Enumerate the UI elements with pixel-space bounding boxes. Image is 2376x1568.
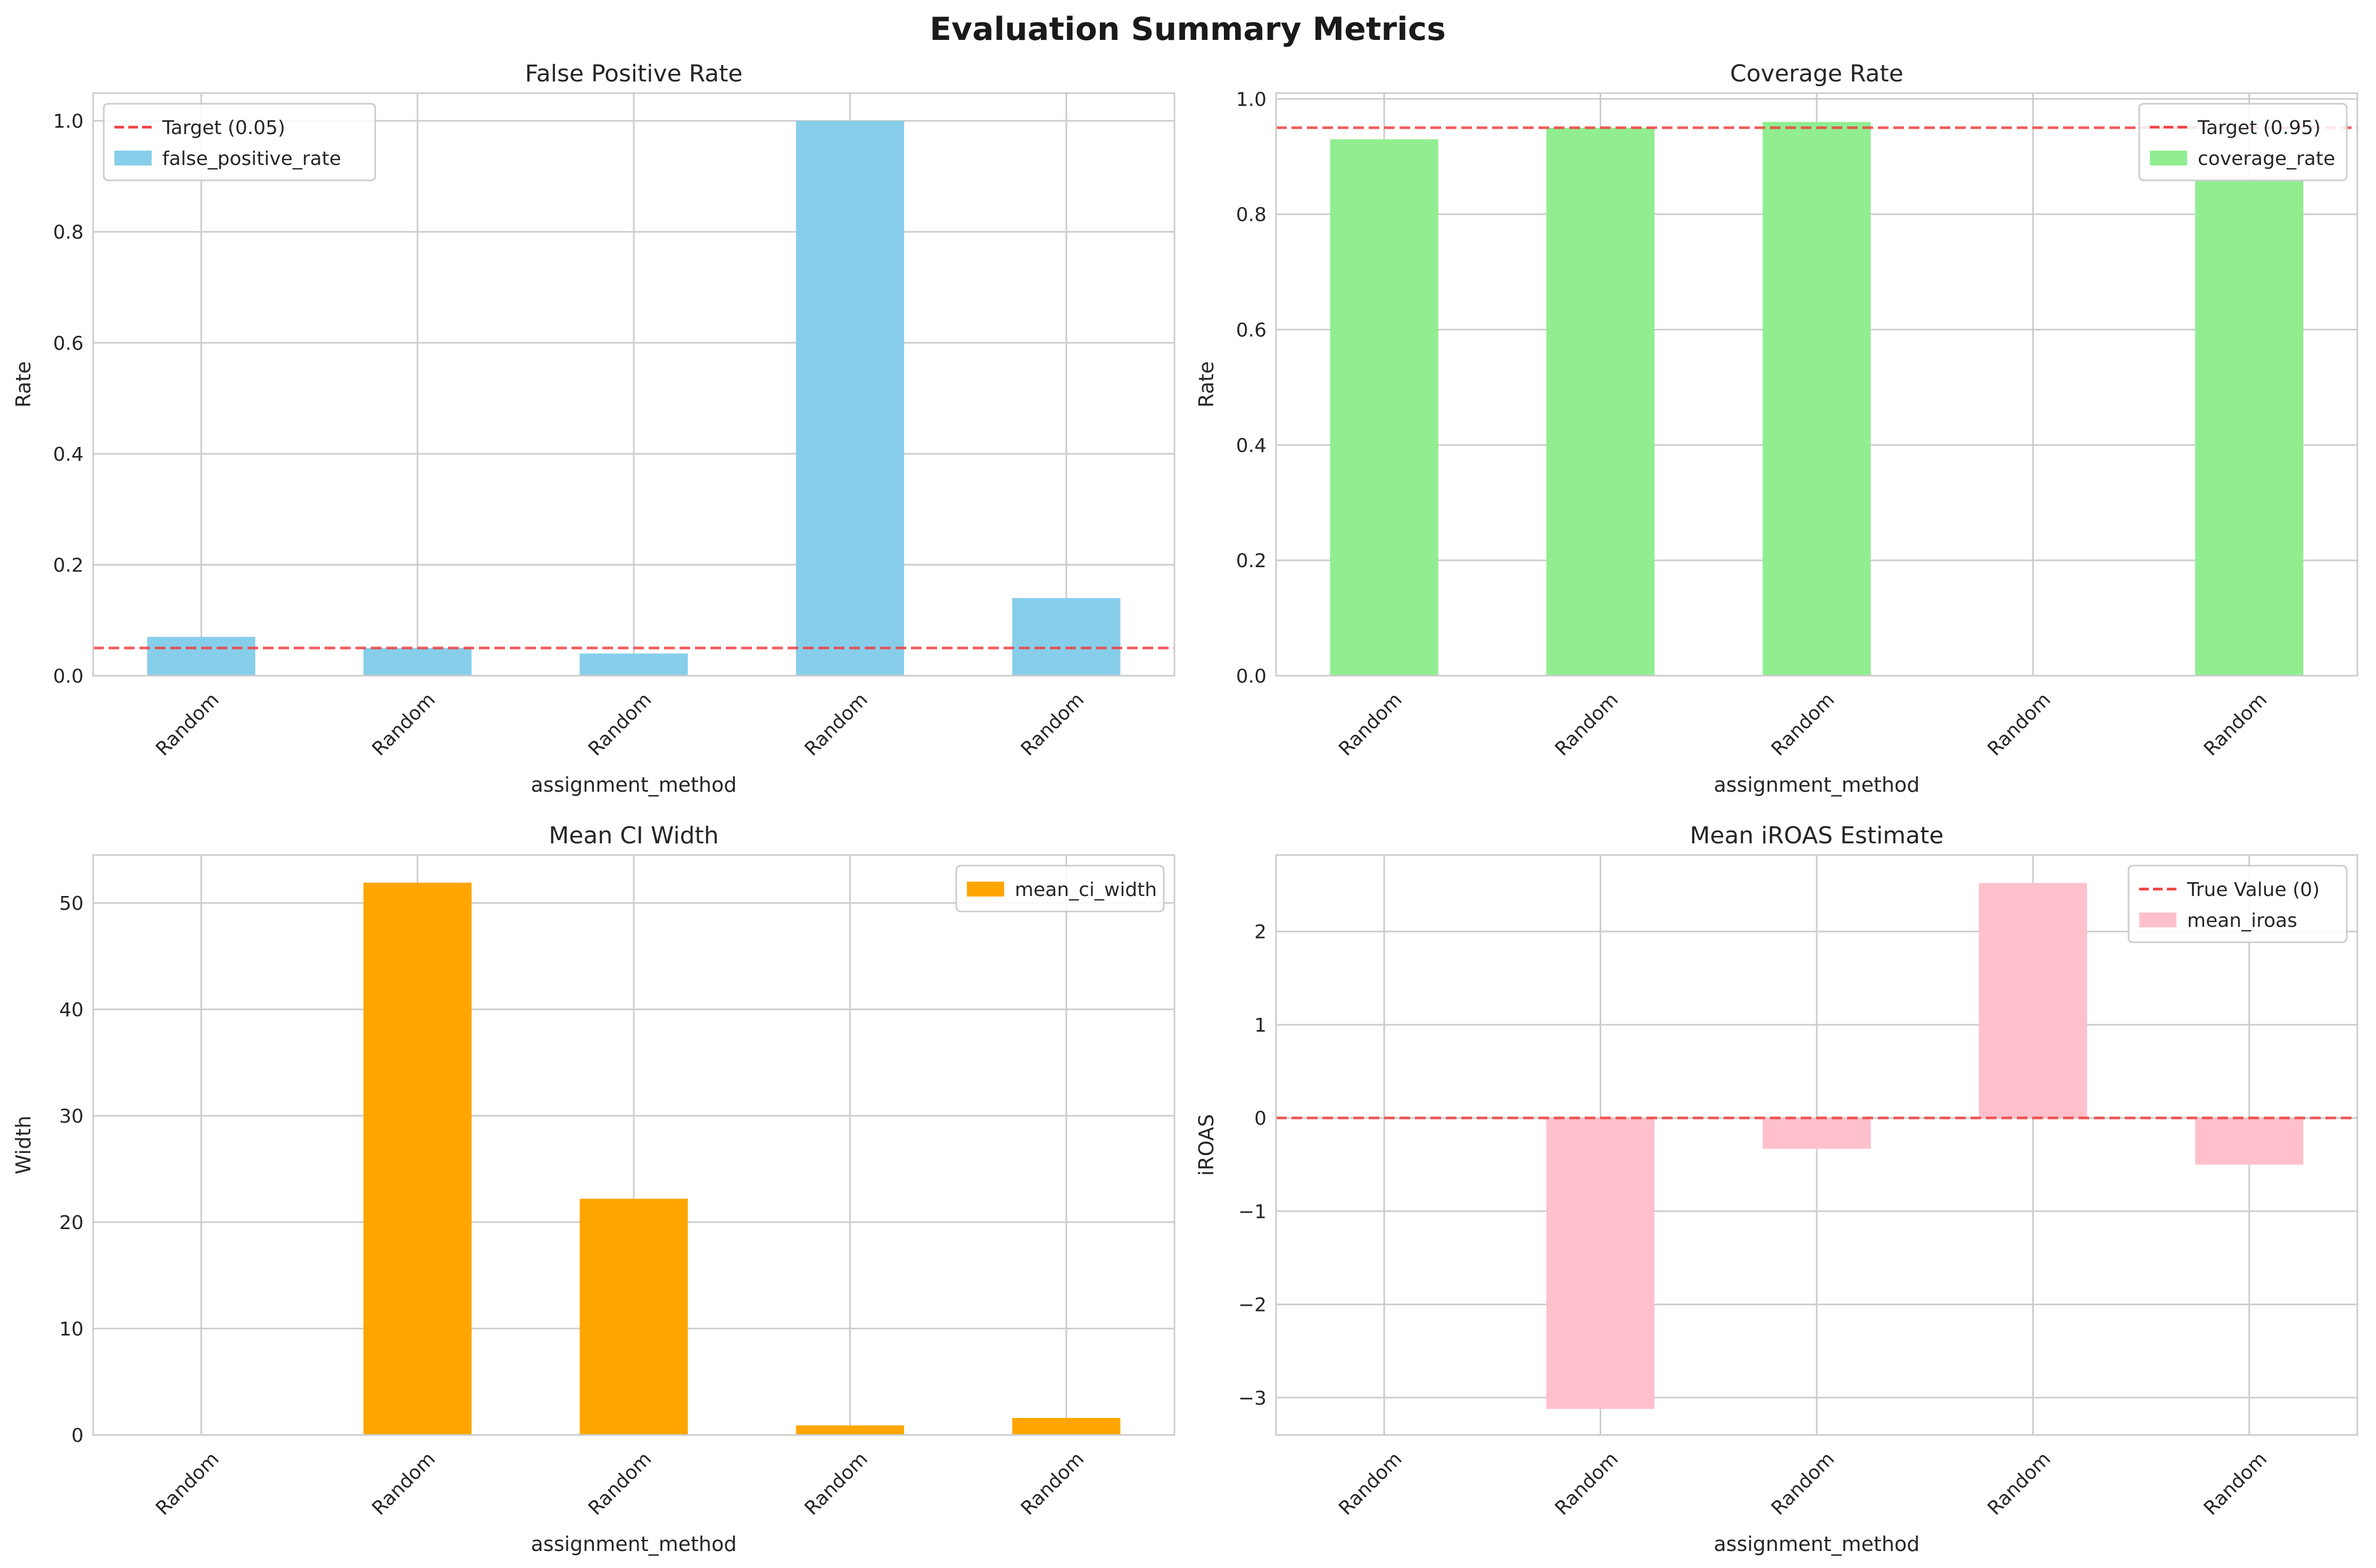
bar bbox=[579, 653, 688, 676]
y-tick-label: 0.4 bbox=[53, 444, 84, 466]
legend-frame bbox=[955, 865, 1165, 912]
bar bbox=[2195, 1118, 2304, 1165]
legend-label: mean_ci_width bbox=[1015, 879, 1157, 901]
legend-label: Target (0.95) bbox=[2197, 117, 2321, 139]
y-axis-label: Rate bbox=[12, 361, 35, 408]
bar bbox=[579, 1199, 688, 1435]
bar bbox=[1330, 139, 1438, 676]
legend-label: mean_iroas bbox=[2187, 910, 2297, 932]
y-tick-label: 30 bbox=[59, 1106, 84, 1127]
y-tick-label: 20 bbox=[59, 1212, 84, 1234]
legend-patch-swatch bbox=[2139, 912, 2176, 927]
bar bbox=[147, 637, 255, 676]
bar bbox=[2195, 179, 2304, 676]
y-tick-label: 0.2 bbox=[1236, 550, 1266, 572]
y-axis-label: iROAS bbox=[1195, 1114, 1218, 1176]
legend-label: coverage_rate bbox=[2198, 148, 2335, 170]
legend: True Value (0) mean_iroas bbox=[2127, 865, 2348, 943]
bar bbox=[1012, 598, 1121, 676]
legend-frame bbox=[2127, 865, 2348, 943]
plot-frame bbox=[1275, 854, 2358, 1436]
y-axis-label: Width bbox=[12, 1116, 35, 1174]
y-tick-label: 1.0 bbox=[53, 111, 84, 132]
x-axis-label: assignment_method bbox=[531, 773, 737, 797]
y-axis-label: Rate bbox=[1195, 361, 1218, 408]
bar bbox=[1546, 128, 1655, 676]
bar bbox=[1978, 883, 2087, 1118]
legend-frame bbox=[2138, 103, 2348, 181]
legend: Target (0.05) false_positive_rate bbox=[103, 103, 376, 181]
x-axis-label: assignment_method bbox=[531, 1532, 737, 1556]
legend: Target (0.95) coverage_rate bbox=[2138, 103, 2348, 181]
x-axis-label: assignment_method bbox=[1714, 1532, 1920, 1556]
bar bbox=[796, 1425, 904, 1435]
bar bbox=[796, 121, 904, 676]
y-tick-label: 0.0 bbox=[53, 666, 84, 687]
y-tick-label: 0.6 bbox=[1236, 320, 1266, 342]
legend: mean_ci_width bbox=[955, 865, 1165, 912]
y-tick-label: 0 bbox=[1254, 1108, 1266, 1130]
chart-title: Mean CI Width bbox=[549, 822, 718, 849]
bar bbox=[363, 648, 472, 676]
bar bbox=[1012, 1418, 1121, 1435]
legend-label: false_positive_rate bbox=[162, 148, 341, 170]
x-axis-label: assignment_method bbox=[1714, 773, 1920, 797]
bar bbox=[1762, 122, 1871, 676]
y-tick-label: −1 bbox=[1238, 1201, 1266, 1223]
plot-frame bbox=[92, 854, 1175, 1436]
bar bbox=[363, 883, 472, 1435]
y-tick-label: 50 bbox=[59, 893, 84, 915]
chart-title: Coverage Rate bbox=[1730, 60, 1903, 87]
legend-patch-swatch bbox=[967, 882, 1004, 897]
legend-frame bbox=[103, 103, 376, 181]
figure-suptitle: Evaluation Summary Metrics bbox=[930, 11, 1446, 48]
y-tick-label: 0.2 bbox=[53, 554, 84, 576]
y-tick-label: 40 bbox=[59, 999, 84, 1021]
legend-patch-swatch bbox=[2150, 151, 2187, 165]
y-tick-label: 0.4 bbox=[1236, 435, 1266, 457]
y-tick-label: 2 bbox=[1254, 922, 1266, 943]
y-tick-label: −3 bbox=[1238, 1388, 1266, 1409]
y-tick-label: 0.0 bbox=[1236, 666, 1266, 687]
y-tick-label: 0.8 bbox=[1236, 204, 1266, 226]
plot-frame bbox=[1275, 92, 2358, 677]
y-tick-label: −2 bbox=[1238, 1295, 1266, 1316]
y-tick-label: 0.6 bbox=[53, 333, 84, 354]
bar bbox=[1762, 1118, 1871, 1149]
y-tick-label: 0 bbox=[71, 1425, 84, 1447]
chart-title: False Positive Rate bbox=[525, 60, 743, 87]
legend-patch-swatch bbox=[114, 151, 152, 165]
legend-label: True Value (0) bbox=[2187, 879, 2320, 901]
chart-title: Mean iROAS Estimate bbox=[1690, 822, 1944, 849]
bar bbox=[1546, 1118, 1655, 1409]
y-tick-label: 1 bbox=[1254, 1015, 1266, 1036]
legend-label: Target (0.05) bbox=[162, 117, 285, 139]
y-tick-label: 0.8 bbox=[53, 222, 84, 244]
plot-frame bbox=[92, 92, 1175, 677]
y-tick-label: 1.0 bbox=[1236, 89, 1266, 111]
y-tick-label: 10 bbox=[59, 1318, 84, 1340]
